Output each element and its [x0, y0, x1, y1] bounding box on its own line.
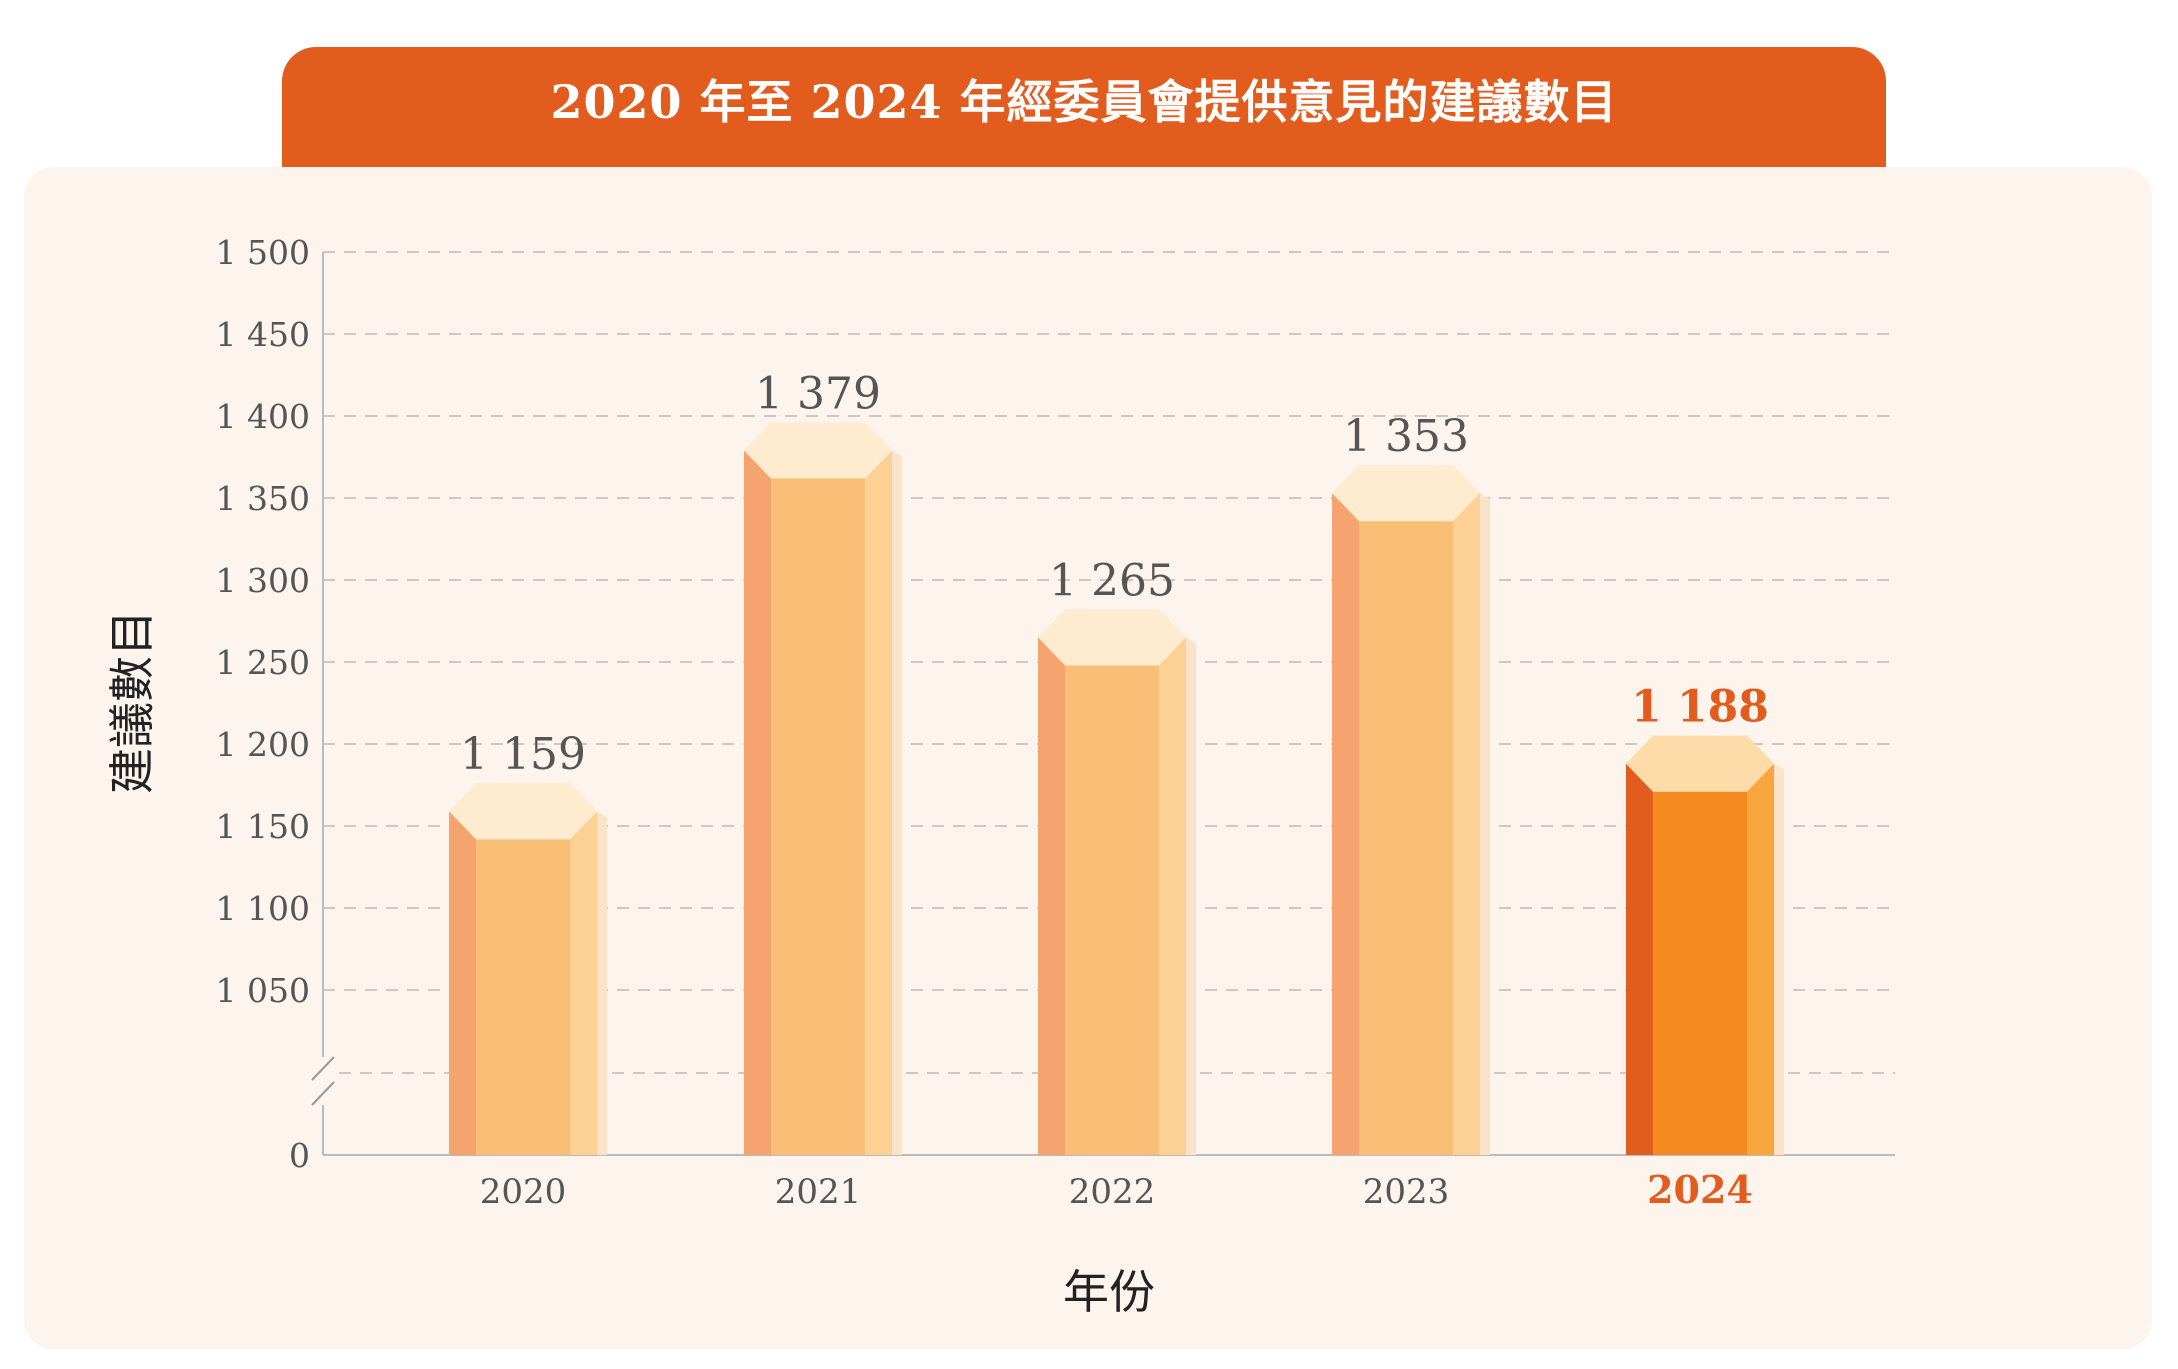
value-label-2022: 1 265	[1049, 555, 1175, 606]
x-tick-label-2023: 2023	[1363, 1172, 1450, 1212]
axis-break-mark-upper	[311, 1056, 335, 1081]
bar-2024	[1626, 735, 1784, 1155]
bar-top-face-2023	[1332, 465, 1480, 522]
bars	[449, 422, 1784, 1156]
bar-left-face-2022	[1038, 637, 1065, 1155]
value-label-2020: 1 159	[460, 729, 586, 780]
bar-shadow-2020	[597, 811, 607, 1155]
y-tick-label-1150: 1 150	[216, 807, 310, 846]
y-tick-label-1100: 1 100	[216, 889, 310, 928]
y-axis-title: 建議數目	[105, 610, 159, 794]
y-tick-label-1500: 1 500	[216, 233, 310, 272]
axis-break-mark-lower	[311, 1081, 335, 1106]
bar-shadow-2021	[892, 450, 902, 1155]
bar-right-face-2020	[570, 811, 597, 1155]
labels: 1 159 2020 1 379 2021 1 265 2022 1 353 2023 1 18…	[460, 368, 1769, 1212]
x-tick-label-2024: 2024	[1647, 1167, 1753, 1212]
bar-left-face-2023	[1332, 493, 1359, 1156]
x-tick-label-2022: 2022	[1069, 1172, 1156, 1212]
x-tick-label-2021: 2021	[775, 1172, 862, 1212]
bar-2020	[449, 783, 607, 1155]
bar-2023	[1332, 465, 1490, 1156]
bar-front-face-2021	[771, 478, 865, 1155]
value-label-2021: 1 379	[755, 368, 881, 419]
bar-right-face-2021	[865, 450, 892, 1155]
bar-right-face-2023	[1453, 493, 1480, 1156]
bar-front-face-2023	[1359, 521, 1453, 1155]
y-tick-label-1050: 1 050	[216, 971, 310, 1010]
bar-shadow-2023	[1480, 493, 1490, 1156]
bar-top-face-2021	[744, 422, 892, 479]
bar-front-face-2024	[1653, 791, 1747, 1155]
bar-left-face-2021	[744, 450, 771, 1155]
x-axis-title: 年份	[1063, 1265, 1155, 1319]
bar-top-face-2020	[449, 783, 597, 840]
y-tick-label-1400: 1 400	[216, 397, 310, 436]
bar-top-face-2022	[1038, 609, 1186, 666]
bar-front-face-2022	[1065, 665, 1159, 1155]
y-tick-label-1450: 1 450	[216, 315, 310, 354]
axis-break-gap	[314, 1057, 332, 1105]
bar-right-face-2022	[1159, 637, 1186, 1155]
bar-shadow-2022	[1186, 637, 1196, 1155]
y-tick-label-1350: 1 350	[216, 479, 310, 518]
value-label-2023: 1 353	[1343, 411, 1469, 462]
y-tick-label-1300: 1 300	[216, 561, 310, 600]
y-tick-label-1250: 1 250	[216, 643, 310, 682]
chart-title-bar: 2020 年至 2024 年經委員會提供意見的建議數目	[282, 47, 1886, 172]
y-tick-label-0: 0	[289, 1136, 310, 1175]
bar-2022	[1038, 609, 1196, 1155]
bar-top-face-2024	[1626, 735, 1774, 792]
chart-title: 2020 年至 2024 年經委員會提供意見的建議數目	[550, 74, 1618, 129]
value-label-2024: 1 188	[1631, 682, 1769, 733]
bar-2021	[744, 422, 902, 1155]
y-tick-labels: 0 1 050 1 100 1 150 1 200 1 250 1 300 1 350 1 40…	[216, 233, 310, 1175]
bar-left-face-2024	[1626, 763, 1653, 1155]
x-tick-label-2020: 2020	[480, 1172, 567, 1212]
bar-right-face-2024	[1747, 763, 1774, 1155]
bar-front-face-2020	[476, 839, 570, 1155]
bar-shadow-2024	[1774, 763, 1784, 1155]
y-tick-label-1200: 1 200	[216, 725, 310, 764]
bar-left-face-2020	[449, 811, 476, 1155]
